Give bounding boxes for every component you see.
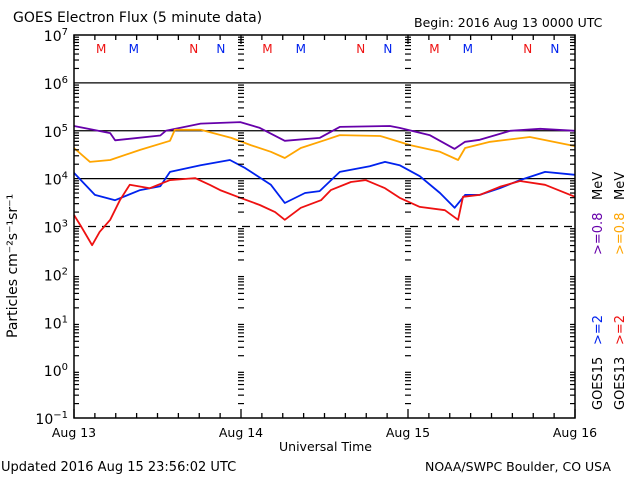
series-line [73,177,576,247]
y-tick-label: 106 [44,75,68,93]
orbit-marker: M [129,42,139,56]
y-tick-exponent: 5 [62,123,68,134]
orbit-marker: M [429,42,439,56]
orbit-marker: N [189,42,198,56]
y-tick-base: 10 [44,364,62,380]
orbit-marker: N [550,42,559,56]
series-layer [73,121,576,247]
y-tick-label: 107 [44,27,68,45]
y-tick-base: 10 [44,316,62,332]
y-tick-label: 103 [44,219,68,237]
x-tick-label: Aug 16 [553,425,597,440]
x-tick-label: Aug 14 [219,425,263,440]
grid-layer [74,82,575,228]
orbit-marker: N [383,42,392,56]
y-tick-exponent: 0 [62,362,68,373]
y-axis-title: Particles cm⁻²s⁻¹sr⁻¹ [5,193,21,338]
series-line [73,159,576,209]
y-tick-label: 100 [44,362,68,380]
y-tick-base: 10 [35,412,53,428]
y-tick-exponent: 3 [62,219,68,230]
y-tick-label: 101 [44,314,68,332]
series-line [73,128,576,163]
y-tick-exponent: 1 [62,314,68,325]
orbit-marker: N [523,42,532,56]
orbit-marker: N [356,42,365,56]
legend-energy-high: >=2 [613,315,628,345]
legend-entry: GOES13 >=2 >=0.8 MeV [613,172,628,410]
legend-space [591,348,606,356]
x-tick-label: Aug 13 [52,425,96,440]
legend-space [613,208,628,212]
chart-title: GOES Electron Flux (5 minute data) [13,10,263,26]
legend-space [591,307,606,315]
y-tick-exponent: 2 [62,266,68,277]
tick-layer [73,35,576,418]
orbit-marker: M [262,42,272,56]
legend-space [613,348,628,356]
orbit-marker: M [296,42,306,56]
y-tick-base: 10 [44,268,62,284]
legend-energy-low: >=0.8 [591,213,606,255]
y-tick-base: 10 [44,173,62,189]
y-tick-base: 10 [44,125,62,141]
legend-text: GOES13 >=2 >=0.8 MeV [613,172,628,410]
y-tick-base: 10 [44,77,62,93]
y-tick-label: 105 [44,123,68,141]
legend-satellite: GOES15 [591,357,606,410]
legend-unit: MeV [613,172,628,200]
y-tick-exponent: 4 [62,171,68,182]
y-tick-exponent: 7 [62,27,68,38]
orbit-marker: M [96,42,106,56]
legend-satellite: GOES13 [613,357,628,410]
y-tick-label: 10−1 [35,410,68,428]
x-axis-title: Universal Time [279,439,372,454]
y-tick-base: 10 [44,221,62,237]
y-tick-base: 10 [44,29,62,45]
agency-credit: NOAA/SWPC Boulder, CO USA [425,459,611,474]
y-tick-label: 102 [44,266,68,284]
legend-entry: GOES15 >=2 >=0.8 MeV [591,172,606,410]
legend-space [591,208,606,212]
y-tick-label: 104 [44,171,68,189]
y-tick-exponent: 6 [62,75,68,86]
legend-energy-low: >=0.8 [613,213,628,255]
orbit-marker: M [463,42,473,56]
legend-text: GOES15 >=2 >=0.8 MeV [591,172,606,410]
legend-unit: MeV [591,172,606,200]
series-line [73,121,576,150]
legend-energy-high: >=2 [591,315,606,345]
y-tick-exponent: −1 [53,410,68,421]
orbit-marker: N [216,42,225,56]
begin-time: Begin: 2016 Aug 13 0000 UTC [414,15,603,30]
x-tick-label: Aug 15 [386,425,430,440]
updated-timestamp: Updated 2016 Aug 15 23:56:02 UTC [1,460,237,475]
legend-space [613,307,628,315]
